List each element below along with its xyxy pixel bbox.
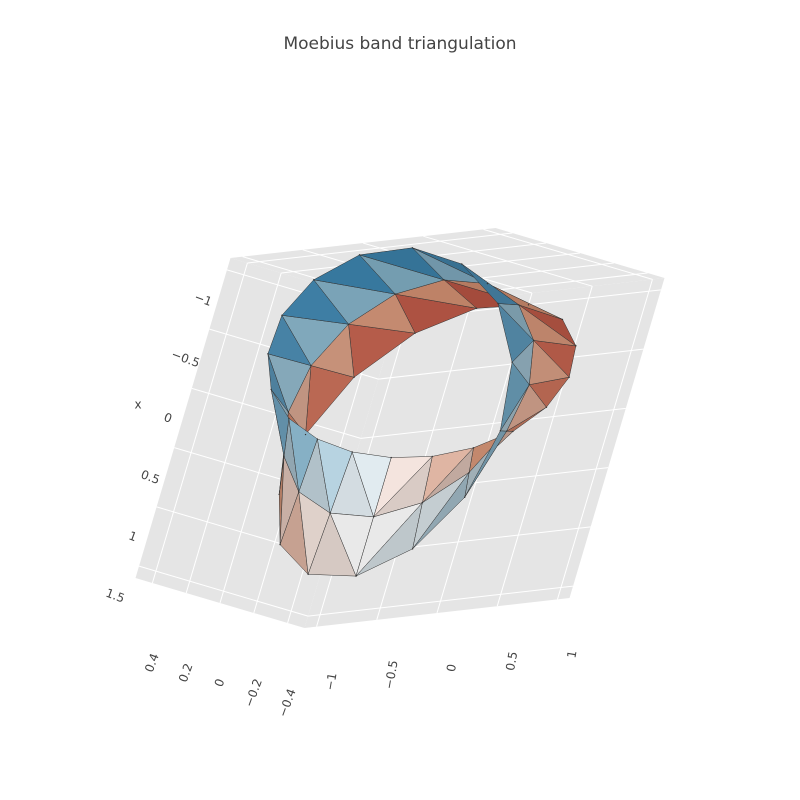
mesh-vertex: [283, 455, 285, 458]
mesh-vertex: [431, 455, 433, 458]
mesh-vertex: [414, 332, 416, 334]
grid-line: [556, 279, 653, 600]
mesh-vertex: [463, 496, 466, 498]
mesh-face: [351, 451, 392, 518]
mesh-vertex: [347, 323, 350, 325]
y-tick-label: −0.5: [382, 659, 401, 690]
x-tick-label: 1.5: [104, 586, 127, 606]
mesh-vertex: [358, 254, 361, 256]
mesh-vertex: [372, 516, 375, 518]
chart-title: Moebius band triangulation: [283, 34, 516, 54]
mesh-face: [461, 263, 520, 306]
mesh-vertex: [411, 247, 414, 249]
mesh-vertex: [421, 501, 424, 504]
grid-line: [151, 262, 248, 584]
x-tick-label: 1: [127, 529, 139, 545]
mesh-vertex: [267, 353, 269, 355]
mesh-vertex: [316, 438, 319, 440]
grid-line: [185, 272, 282, 594]
mesh-vertex: [528, 384, 530, 386]
y-tick-label: 0.5: [503, 650, 520, 671]
mesh-vertex: [287, 411, 290, 413]
x-tick-label: 0: [162, 410, 174, 426]
y-tick-label: −1: [323, 672, 340, 692]
mesh-vertex: [475, 307, 478, 310]
mesh-vertex: [270, 388, 272, 391]
mesh-vertex: [545, 406, 548, 408]
mesh-vertex: [288, 417, 290, 420]
y-tick-label: 0: [444, 663, 459, 673]
grid-line: [496, 286, 593, 607]
mesh-vertex: [568, 376, 570, 378]
mesh-vertex: [518, 304, 520, 306]
mesh-face: [497, 303, 534, 363]
mesh-vertex: [278, 493, 280, 496]
mesh-vertex: [512, 430, 514, 433]
mesh-face: [412, 472, 470, 550]
mesh: [267, 247, 577, 577]
mesh-face: [281, 279, 349, 325]
mesh-vertex: [497, 302, 499, 305]
mesh-face: [500, 361, 530, 432]
y-tick-label: 1: [564, 649, 579, 659]
mesh-vertex: [461, 263, 463, 265]
mesh-vertex: [499, 430, 501, 432]
z-tick-label: 0.2: [176, 661, 196, 684]
mesh-face: [288, 418, 318, 493]
mesh-vertex: [561, 318, 564, 321]
mesh-vertex: [411, 548, 414, 550]
z-tick-label: 0: [212, 677, 228, 689]
mesh-vertex: [394, 293, 396, 295]
x-tick-label: −1: [192, 290, 213, 309]
mesh-vertex: [355, 575, 357, 577]
grid-line: [247, 232, 513, 264]
mesh-vertex: [298, 491, 300, 493]
z-tick-label: 0.4: [142, 651, 162, 674]
mesh-vertex: [279, 543, 281, 546]
mesh-vertex: [313, 279, 315, 281]
x-tick-label: 0.5: [139, 467, 162, 487]
mesh-vertex: [505, 430, 508, 432]
mesh-vertex: [353, 376, 355, 379]
mesh-vertex: [472, 447, 475, 449]
mesh-vertex: [329, 512, 331, 514]
mesh-vertex: [532, 339, 535, 342]
mesh-face: [313, 254, 396, 295]
mesh-vertex: [443, 279, 445, 281]
mesh-vertex: [468, 471, 470, 474]
mesh-face: [317, 438, 353, 514]
mesh-face: [464, 430, 507, 498]
mesh-face: [359, 247, 445, 281]
mesh-vertex: [281, 314, 283, 316]
mesh-vertex: [307, 573, 309, 575]
mesh-face: [267, 315, 312, 366]
mesh-vertex: [310, 364, 312, 367]
mesh-vertex: [486, 282, 489, 285]
mesh-vertex: [304, 433, 307, 436]
mesh-vertex: [390, 456, 392, 459]
mesh-vertex: [351, 451, 353, 453]
mesh-face: [267, 353, 289, 413]
mesh-vertex: [575, 345, 577, 347]
mesh-vertex: [511, 361, 513, 363]
mesh-face: [270, 389, 290, 457]
x-axis-title: x: [134, 398, 141, 412]
mesh-vertex: [527, 304, 530, 306]
